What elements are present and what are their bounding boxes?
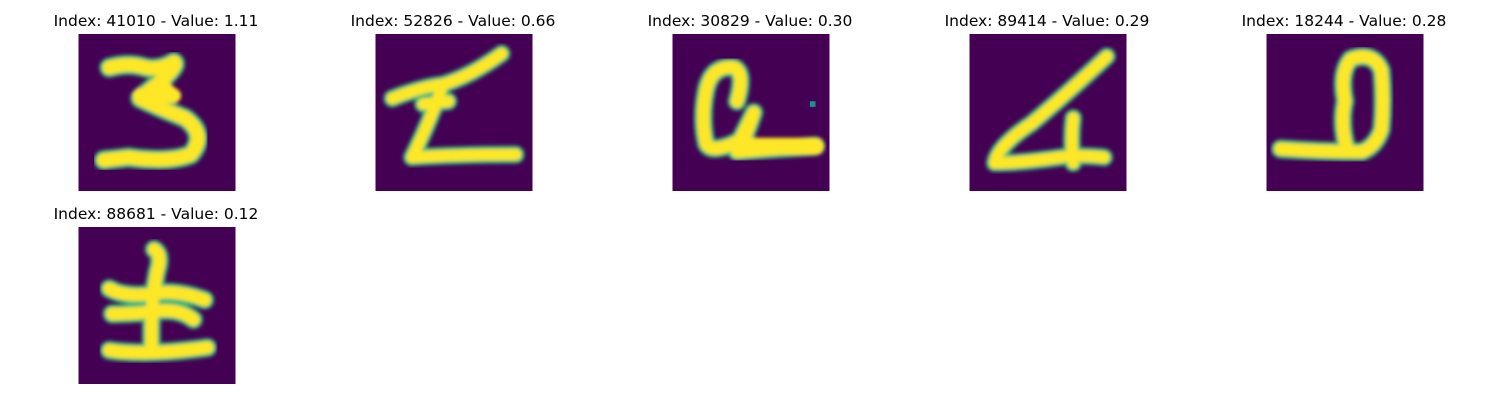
- panel-title: Index: 89414 - Value: 0.29: [944, 12, 1150, 30]
- panel-title: Index: 88681 - Value: 0.12: [53, 205, 259, 223]
- digit-image-2: [375, 34, 533, 191]
- panel-title: Index: 30829 - Value: 0.30: [647, 12, 853, 30]
- digit-image-4: [969, 34, 1127, 191]
- panel-title: Index: 41010 - Value: 1.11: [53, 12, 259, 30]
- panel-title: Index: 52826 - Value: 0.66: [350, 12, 556, 30]
- digit-image-1: [78, 34, 236, 191]
- digit-image-3: [672, 34, 830, 191]
- digit-image-5: [1266, 34, 1424, 191]
- digit-image-6: [78, 227, 236, 384]
- panel-title: Index: 18244 - Value: 0.28: [1241, 12, 1447, 30]
